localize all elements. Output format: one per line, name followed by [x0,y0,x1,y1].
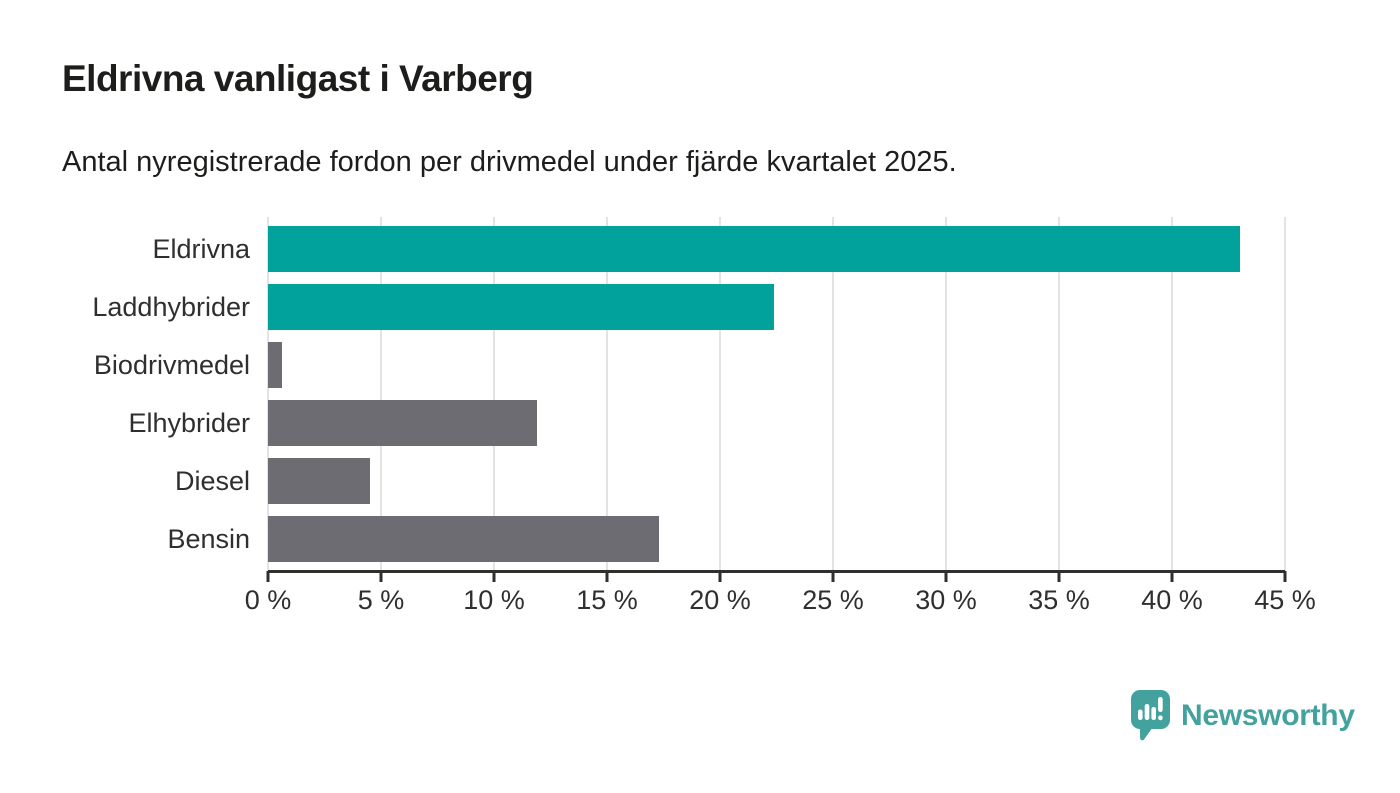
x-axis-tick [379,571,383,582]
bar-eldrivna [268,226,1240,272]
x-axis-tick-label: 45 % [1254,585,1316,615]
x-axis-tick-label: 40 % [1141,585,1203,615]
gridline [832,217,834,571]
bar-bensin [268,516,659,562]
category-label-diesel: Diesel [174,466,250,496]
x-axis-tick-label: 10 % [463,585,525,615]
gridline [718,217,721,571]
bar-laddhybrider [268,284,775,330]
gridline [1058,217,1060,571]
gridline [492,217,495,571]
newsworthy-logo: Newsworthy [1131,690,1355,741]
x-axis-line [268,570,1285,573]
chart-title: Eldrivna vanligast i Varberg [62,58,534,99]
newsworthy-wordmark: Newsworthy [1181,698,1355,732]
category-axis: Eldrivna Laddhybrider Biodrivmedel Elhybrid… [0,217,250,571]
x-axis-tick [1170,571,1174,582]
bar-biodrivmedel [268,342,282,388]
x-axis-tick-label: 15 % [576,585,638,615]
x-axis-tick [944,571,948,582]
x-axis-tick [831,571,835,582]
gridline [944,217,947,571]
gridline [1284,217,1286,571]
x-axis-tick [718,571,722,582]
category-label-eldrivna: Eldrivna [152,234,250,264]
bar-chart-plot-area: 0 % 5 % 10 % 15 % 20 % 25 % 30 % 35 % 40 % 45 % [245,217,1316,615]
category-label-bensin: Bensin [167,524,250,554]
x-axis-tick-label: 5 % [357,585,405,615]
x-axis-tick [266,571,270,582]
gridline [379,217,382,571]
x-axis-tick-label: 25 % [802,585,864,615]
category-label-biodrivmedel: Biodrivmedel [93,350,250,380]
x-axis-tick [1057,571,1061,582]
gridline [267,217,269,571]
x-axis-tick-label: 20 % [689,585,751,615]
x-axis-tick [1283,571,1287,582]
x-axis-tick-label: 35 % [1028,585,1090,615]
bar-elhybrider [268,400,537,446]
chart-subtitle: Antal nyregistrerade fordon per drivmede… [62,146,957,178]
bar-diesel [268,458,370,504]
x-axis-tick-label: 30 % [915,585,977,615]
x-axis-tick-label: 0 % [244,585,292,615]
newsworthy-icon [1131,690,1170,741]
category-label-elhybrider: Elhybrider [128,408,250,438]
gridline [1170,217,1173,571]
x-axis-tick [492,571,496,582]
gridline [605,217,608,571]
category-label-laddhybrider: Laddhybrider [92,292,250,322]
x-axis-tick [605,571,609,582]
